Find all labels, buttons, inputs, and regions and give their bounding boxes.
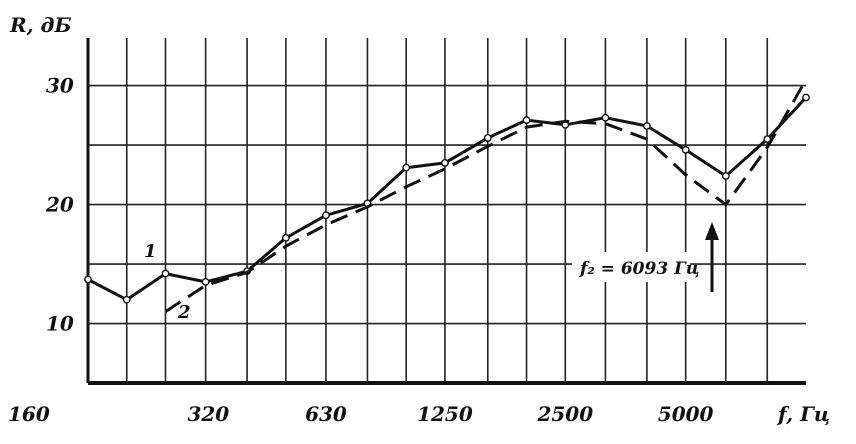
x-tick-label: 1250 [417, 402, 473, 426]
frequency-annotation: f₂ = 6093 Гц [572, 222, 719, 292]
data-point-series-1 [122, 295, 131, 304]
annotation-text: f₂ = 6093 Гц [579, 259, 699, 279]
data-point-series-1 [281, 233, 290, 242]
y-tick-label: 10 [46, 312, 74, 336]
data-point-series-1 [522, 116, 531, 124]
annotation-arrow-head [705, 222, 719, 240]
data-point-series-1 [802, 93, 810, 102]
x-tick-label: 5000 [658, 402, 714, 426]
x-tick-label: 320 [187, 402, 229, 426]
y-tick-label: 30 [46, 74, 74, 98]
axes [86, 38, 806, 385]
data-point-series-1 [84, 275, 92, 284]
data-point-series-1 [201, 277, 210, 286]
data-point-series-1 [721, 172, 730, 180]
grid [88, 38, 806, 383]
y-axis-label: R, дБ [9, 13, 72, 37]
data-point-series-1 [681, 145, 690, 154]
x-tick-label: 2500 [536, 402, 593, 426]
x-tick-label: 630 [305, 402, 347, 426]
data-point-series-1 [402, 163, 411, 172]
series-layer [84, 78, 810, 313]
data-point-series-1 [643, 122, 651, 130]
y-tick-label: 20 [45, 193, 74, 217]
data-point-series-1 [483, 134, 492, 142]
data-point-series-1 [601, 113, 610, 122]
series-2-label: 2 [177, 302, 191, 323]
data-point-series-1 [322, 211, 330, 220]
series-1-label: 1 [144, 241, 157, 262]
data-point-series-1 [161, 269, 170, 278]
annotation-background [572, 252, 690, 282]
x-tick-label: 160 [8, 402, 50, 426]
x-axis-label: f, Гц [776, 402, 830, 426]
tick-labels: 10 20 30 160 320 630 1250 2500 5000 [8, 74, 714, 426]
data-point-series-1 [441, 159, 449, 167]
series-line-2 [164, 78, 808, 313]
